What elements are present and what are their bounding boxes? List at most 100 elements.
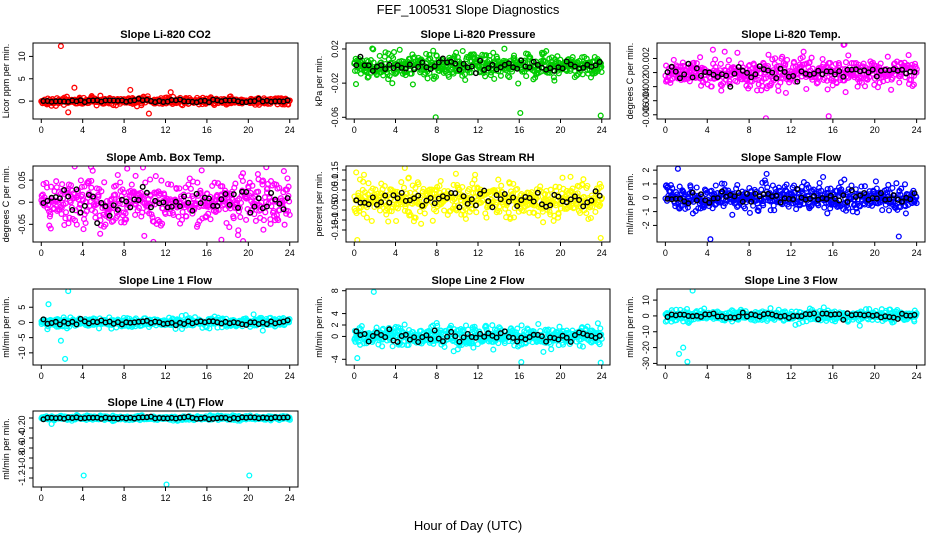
data-point bbox=[824, 185, 831, 193]
data-point bbox=[848, 182, 855, 189]
hourly-point bbox=[815, 67, 822, 74]
y-tick-label: 0.02 bbox=[330, 40, 340, 58]
hourly-point bbox=[147, 204, 154, 211]
data-point bbox=[396, 46, 403, 53]
data-point bbox=[152, 173, 159, 180]
hourly-point bbox=[489, 61, 496, 68]
data-point bbox=[815, 202, 822, 209]
x-tick-label: 4 bbox=[80, 248, 85, 258]
x-tick-label: 12 bbox=[786, 248, 796, 258]
hourly-point bbox=[460, 193, 467, 200]
plot-frame bbox=[345, 288, 611, 366]
x-tick-label: 8 bbox=[122, 125, 127, 135]
points bbox=[662, 166, 920, 242]
hourly-point bbox=[452, 333, 459, 340]
panel-title: Slope Line 3 Flow bbox=[745, 275, 838, 287]
data-point bbox=[540, 219, 547, 226]
data-point bbox=[437, 177, 444, 185]
data-point bbox=[712, 182, 719, 189]
x-tick-label: 20 bbox=[555, 248, 565, 258]
data-point bbox=[775, 184, 782, 191]
data-point bbox=[376, 52, 383, 59]
hourly-point bbox=[773, 75, 780, 82]
y-axis-label: ml/min per min. bbox=[625, 296, 635, 358]
hourly-point bbox=[69, 318, 76, 325]
data-point bbox=[53, 184, 60, 191]
x-tick-label: 24 bbox=[285, 125, 295, 135]
hourly-point bbox=[518, 57, 525, 64]
data-point bbox=[88, 184, 95, 191]
hourly-point bbox=[69, 206, 76, 213]
data-point bbox=[135, 204, 142, 211]
data-point bbox=[360, 171, 368, 178]
hourly-point bbox=[214, 202, 221, 209]
outlier-point bbox=[145, 110, 152, 117]
points bbox=[351, 45, 605, 119]
y-tick-label: 2 bbox=[641, 168, 651, 173]
data-point bbox=[370, 46, 377, 53]
hourly-point bbox=[222, 190, 229, 197]
hourly-point bbox=[394, 338, 401, 345]
hourly-point bbox=[693, 197, 700, 204]
data-point bbox=[123, 216, 130, 223]
hourly-point bbox=[65, 193, 72, 200]
data-point bbox=[190, 195, 197, 202]
data-point bbox=[569, 185, 576, 192]
data-point bbox=[426, 51, 433, 58]
hourly-point bbox=[468, 63, 475, 70]
data-point bbox=[598, 68, 605, 76]
data-point bbox=[415, 181, 422, 188]
data-point bbox=[433, 319, 440, 327]
data-point bbox=[462, 205, 469, 213]
data-point bbox=[157, 190, 164, 197]
hourly-point bbox=[811, 193, 818, 200]
hourly-point bbox=[452, 190, 459, 197]
data-point bbox=[116, 197, 123, 204]
hourly-point bbox=[819, 71, 826, 78]
data-point bbox=[132, 211, 139, 218]
y-tick-label: -0.02 bbox=[330, 73, 340, 94]
hourly-point bbox=[790, 72, 797, 79]
x-tick-label: 16 bbox=[514, 248, 524, 258]
x-tick-label: 16 bbox=[202, 125, 212, 135]
data-point bbox=[462, 215, 469, 222]
hourly-point bbox=[811, 70, 818, 77]
data-point bbox=[734, 49, 741, 56]
data-point bbox=[676, 205, 683, 212]
data-point bbox=[695, 205, 702, 212]
data-point bbox=[902, 74, 909, 81]
data-point bbox=[223, 219, 230, 227]
hourly-point bbox=[406, 336, 413, 343]
data-point bbox=[596, 341, 603, 348]
data-point bbox=[77, 177, 84, 184]
hourly-point bbox=[56, 321, 63, 328]
x-tick-label: 8 bbox=[434, 125, 439, 135]
hourly-point bbox=[530, 58, 537, 65]
outlier-point bbox=[71, 84, 78, 91]
data-point bbox=[405, 341, 412, 349]
data-point bbox=[194, 179, 201, 186]
hourly-point bbox=[840, 73, 847, 80]
data-point bbox=[551, 77, 558, 84]
hourly-point bbox=[769, 69, 776, 76]
data-point bbox=[854, 209, 861, 216]
data-point bbox=[556, 323, 563, 330]
data-point bbox=[883, 186, 890, 193]
hourly-point bbox=[493, 334, 500, 341]
hourly-point bbox=[98, 199, 105, 206]
data-point bbox=[363, 214, 370, 221]
hourly-point bbox=[477, 190, 484, 197]
x-tick-label: 16 bbox=[514, 125, 524, 135]
data-point bbox=[494, 55, 501, 62]
data-point bbox=[407, 211, 414, 218]
hourly-point bbox=[514, 202, 521, 209]
data-point bbox=[509, 190, 517, 197]
hourly-point bbox=[765, 190, 772, 197]
data-point bbox=[783, 181, 790, 188]
hourly-point bbox=[592, 62, 599, 69]
data-point bbox=[842, 59, 850, 66]
hourly-point bbox=[189, 207, 196, 214]
data-point bbox=[447, 322, 455, 329]
data-point bbox=[769, 56, 776, 63]
